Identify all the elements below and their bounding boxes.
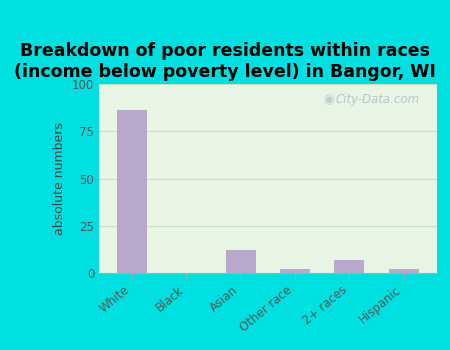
Text: ◉: ◉ xyxy=(324,93,334,106)
Y-axis label: absolute numbers: absolute numbers xyxy=(54,122,66,235)
Bar xyxy=(334,260,365,273)
Text: Breakdown of poor residents within races
(income below poverty level) in Bangor,: Breakdown of poor residents within races… xyxy=(14,42,436,81)
Bar xyxy=(389,269,419,273)
Text: City-Data.com: City-Data.com xyxy=(335,93,419,106)
Bar xyxy=(117,111,147,273)
Bar xyxy=(225,250,256,273)
Bar xyxy=(280,269,310,273)
